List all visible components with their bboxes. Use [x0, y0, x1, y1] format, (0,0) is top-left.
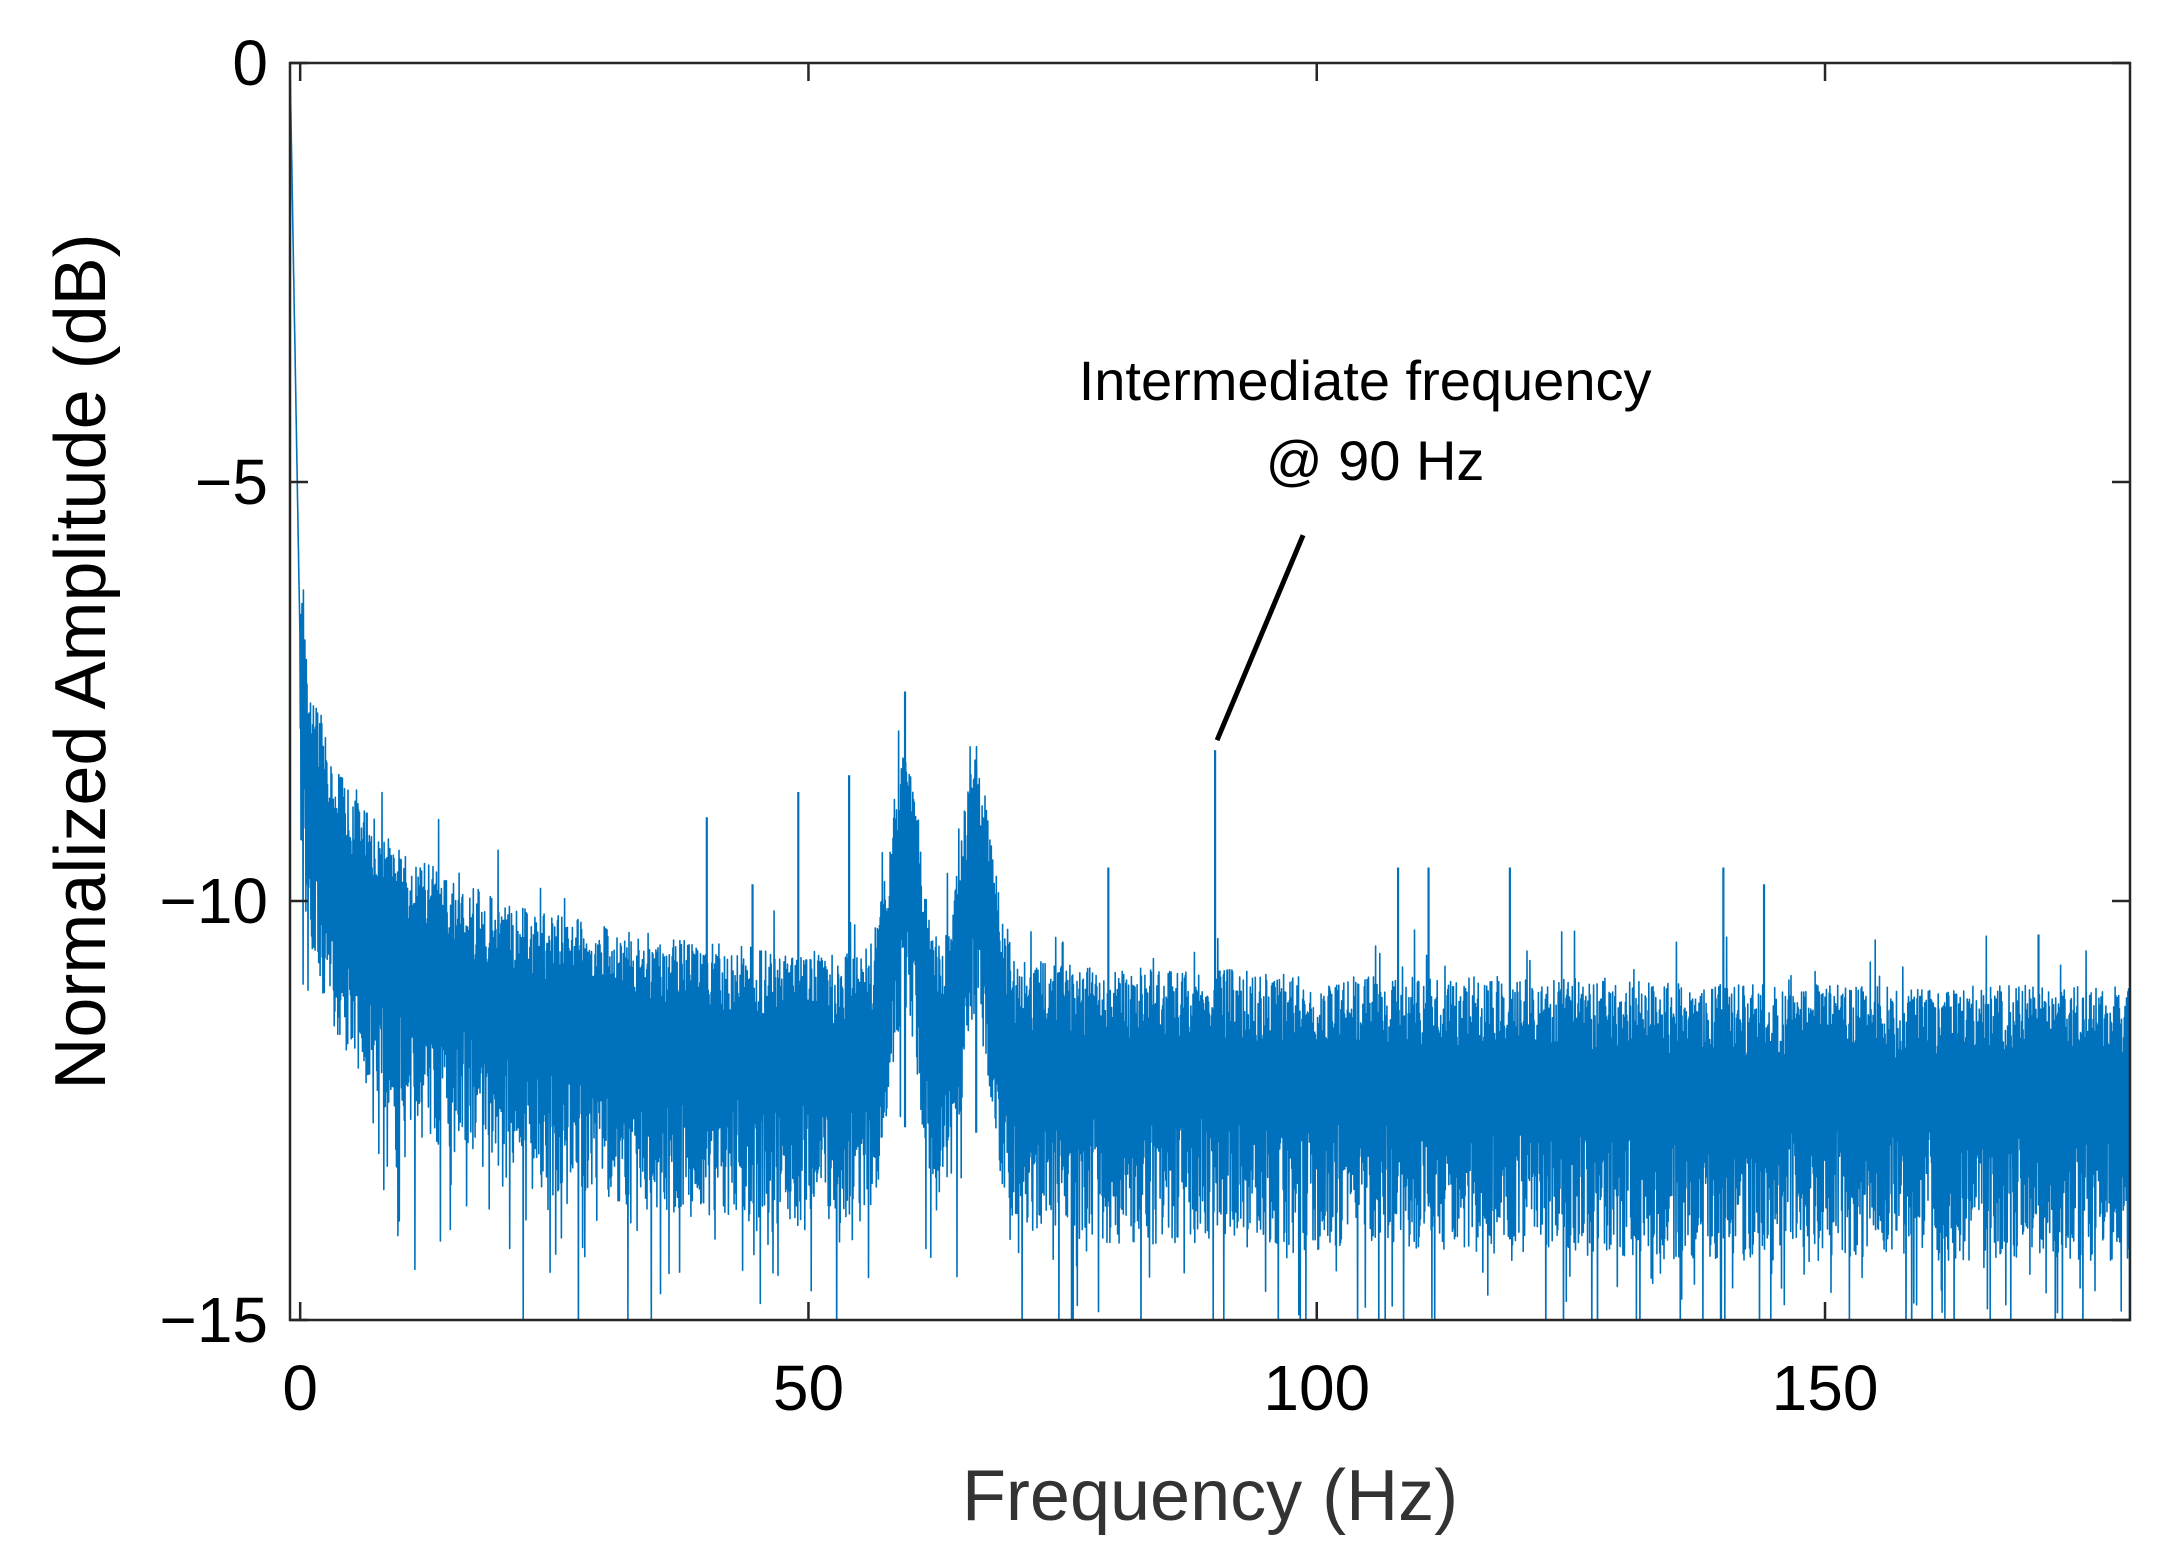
- annotation-pointer-line: [1214, 534, 1306, 742]
- ticks-layer: [290, 61, 2130, 1322]
- annotation-text-line-1: Intermediate frequency: [1079, 349, 1652, 412]
- spectrum-line: [290, 63, 2130, 1320]
- plot-area-frame: [288, 61, 2132, 1322]
- x-tick-label: 50: [773, 1352, 844, 1424]
- y-axis-title: Normalized Amplitude (dB): [41, 233, 121, 1089]
- x-tick-label: 150: [1772, 1352, 1879, 1424]
- y-tick-label: −10: [159, 865, 268, 937]
- annotation-text-line-2: @ 90 Hz: [1266, 429, 1485, 492]
- x-axis-title: Frequency (Hz): [962, 1456, 1458, 1536]
- series-layer: [290, 63, 2130, 1320]
- x-tick-label: 100: [1263, 1352, 1370, 1424]
- y-tick-label: 0: [232, 27, 268, 99]
- y-tick-label: −5: [195, 446, 268, 518]
- x-tick-label: 0: [282, 1352, 318, 1424]
- y-tick-label: −15: [159, 1284, 268, 1356]
- tick-labels-layer: 0 50 100 150 0 −5 −10 −15: [159, 27, 1878, 1424]
